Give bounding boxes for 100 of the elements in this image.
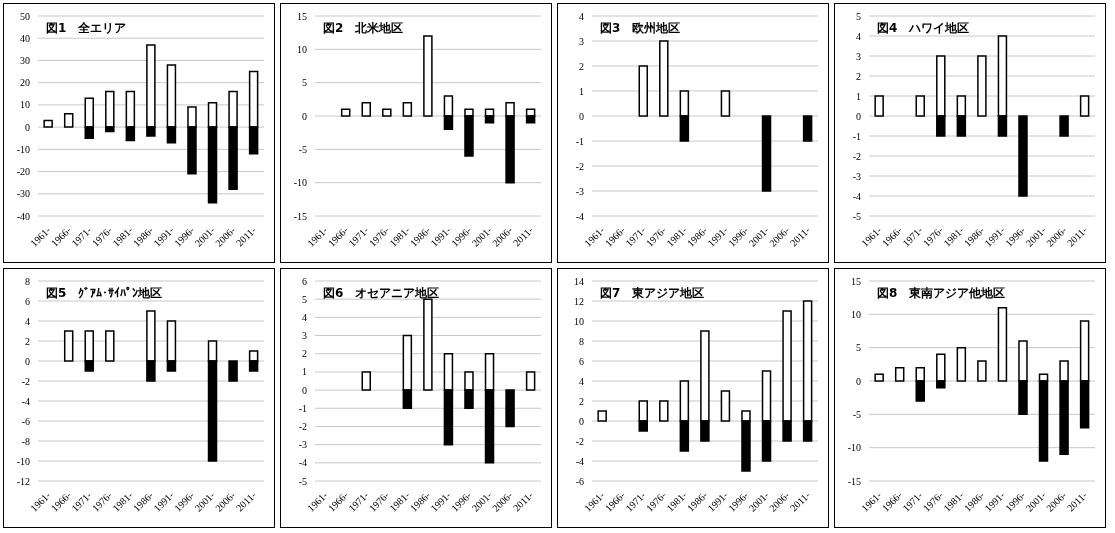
bar [597,410,607,422]
y-tick-label: -2 [21,375,30,387]
bar [423,35,433,117]
y-tick-label: -2 [575,160,584,172]
y-tick-label: 0 [302,110,307,122]
bar [977,360,987,382]
y-tick-label: -1 [575,135,584,147]
chart-title: 図4 ハワイ地区 [877,20,970,37]
chart-title: 図3 欧州地区 [600,20,681,37]
text: 図1 全エリア [46,20,127,37]
y-tick-label: 15 [297,10,307,22]
bar [361,101,371,117]
bar [105,90,115,128]
y-tick-label: 0 [579,110,584,122]
y-tick-label: 4 [856,30,861,42]
bar [63,330,74,362]
chart-title: 図5 ｸﾞｱﾑ･ｻｲﾊﾟﾝ地区 [46,285,163,302]
bar [423,298,433,391]
y-tick-label: -30 [16,188,30,200]
y-tick-label: 3 [302,330,307,342]
y-tick-label: 6 [579,355,584,367]
y-tick-label: -15 [293,210,307,222]
y-tick-label: 1 [856,90,861,102]
y-tick-label: -4 [852,190,861,202]
bar [894,366,905,382]
y-tick-label: 1 [579,85,584,97]
bar [997,306,1008,382]
y-tick-label: 10 [574,315,584,327]
y-tick-label: 10 [851,308,861,320]
y-tick-label: -1 [852,130,861,142]
bar [340,108,351,117]
y-tick-label: 4 [302,311,307,323]
y-tick-label: -4 [21,395,30,407]
y-tick-label: -10 [16,143,30,155]
y-tick-label: 4 [579,10,584,22]
bar [505,389,515,428]
y-tick-label: -4 [298,457,307,469]
y-tick-label: -1 [298,402,307,414]
bar [43,119,53,128]
y-tick-label: -5 [298,143,307,155]
y-tick-label: 0 [579,415,584,427]
y-tick-label: 4 [579,375,584,387]
bar [659,400,669,422]
bar [228,360,238,382]
text: 図2 北米地区 [323,20,404,37]
bar [659,40,669,117]
y-tick-label: -6 [575,475,584,487]
y-tick-label: 40 [20,32,30,44]
y-tick-label: 0 [302,384,307,396]
y-tick-label: 10 [20,99,30,111]
bar [874,95,884,117]
y-tick-label: -10 [293,177,307,189]
y-tick-label: 5 [856,342,861,354]
y-tick-label: -4 [575,455,584,467]
bar [720,90,731,117]
y-tick-label: 6 [25,295,30,307]
y-tick-label: 0 [25,121,30,133]
bar [1079,95,1090,117]
y-tick-label: 30 [20,54,30,66]
text: 図8 東南アジア他地区 [877,285,1006,302]
y-tick-label: 15 [851,275,861,287]
bar [105,330,115,362]
y-tick-label: 2 [579,60,584,72]
y-tick-label: -2 [298,421,307,432]
y-tick-label: -10 [847,442,861,454]
y-tick-label: 3 [856,50,861,62]
bar [1018,115,1028,197]
y-tick-label: 2 [856,70,861,82]
bar [402,101,413,117]
y-tick-label: -15 [847,475,861,487]
y-tick-label: 8 [25,275,30,287]
bar [1059,115,1069,137]
bar [761,115,772,192]
y-tick-label: 5 [302,77,307,89]
y-tick-label: 2 [25,335,30,347]
y-tick-label: -5 [852,408,861,420]
y-tick-label: -10 [16,455,30,467]
y-tick-label: 10 [297,43,307,55]
bar [802,115,813,142]
y-tick-label: -2 [852,150,861,162]
y-tick-label: 12 [574,295,584,307]
y-tick-label: 3 [579,35,584,47]
y-tick-label: -20 [16,166,30,178]
y-tick-label: 50 [20,10,30,22]
text: 図6 オセアニア地区 [323,285,440,302]
bar [720,390,731,422]
y-tick-label: -40 [16,210,30,222]
y-tick-label: 4 [25,315,30,327]
y-tick-label: 0 [856,375,861,387]
y-tick-label: -3 [298,439,307,451]
y-tick-label: 0 [856,110,861,122]
y-tick-label: -4 [575,210,584,222]
y-tick-label: 2 [579,395,584,407]
y-tick-label: 6 [302,275,307,287]
bar [977,55,987,117]
y-tick-label: -3 [575,185,584,197]
y-tick-label: 14 [574,275,584,287]
bar [382,108,392,117]
y-tick-label: 5 [856,10,861,22]
y-tick-label: 20 [20,77,30,89]
